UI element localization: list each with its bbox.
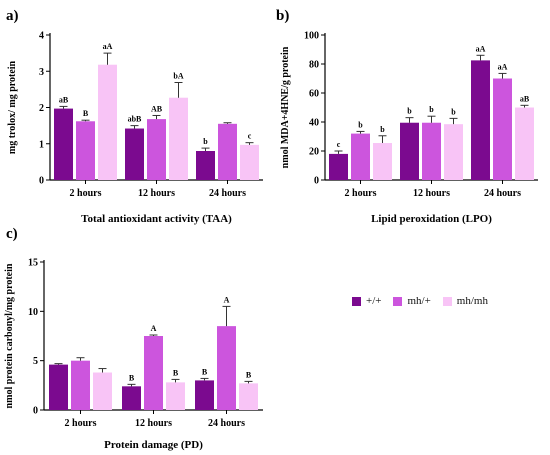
bar: [422, 122, 441, 180]
bar: [329, 153, 348, 180]
bar: [76, 121, 95, 180]
significance-label: A: [151, 324, 157, 333]
bar: [54, 108, 73, 180]
y-tick-label: 2: [39, 103, 44, 114]
y-tick-label: 0: [314, 176, 319, 187]
bar: [471, 60, 490, 180]
legend: +/+ mh/+ mh/mh: [352, 295, 488, 307]
x-tick-label: 2 hours: [345, 188, 377, 199]
significance-label: B: [129, 373, 135, 382]
bar: [147, 119, 166, 180]
bar: [217, 326, 236, 410]
y-tick-label: 10: [28, 307, 38, 318]
significance-label: bA: [173, 71, 183, 80]
significance-label: c: [248, 132, 252, 141]
bar: [351, 133, 370, 180]
panel-letter: c): [6, 226, 18, 242]
significance-label: b: [429, 105, 434, 114]
legend-swatch-wt: [352, 296, 361, 306]
significance-label: b: [451, 107, 456, 116]
legend-item-hom: mh/mh: [442, 295, 488, 307]
bar: [195, 380, 214, 410]
legend-swatch-het: [393, 296, 403, 306]
bar: [240, 144, 259, 180]
significance-label: AB: [151, 104, 163, 113]
x-tick-label: 12 hours: [413, 188, 450, 199]
y-tick-label: 1: [39, 139, 44, 150]
y-tick-label: 60: [309, 89, 319, 100]
bar: [144, 336, 163, 410]
legend-item-wt: +/+: [352, 295, 381, 307]
y-tick-label: 15: [28, 258, 38, 269]
bar: [444, 124, 463, 180]
bar: [493, 78, 512, 180]
x-tick-label: 12 hours: [138, 188, 175, 199]
significance-label: b: [203, 137, 208, 146]
significance-label: B: [202, 367, 208, 376]
significance-label: aB: [520, 94, 530, 103]
significance-label: b: [358, 120, 363, 129]
x-axis-label: Total antioxidant activity (TAA): [81, 213, 232, 225]
bar: [125, 128, 144, 180]
y-tick-label: 80: [309, 60, 319, 71]
significance-label: A: [224, 295, 230, 304]
x-tick-label: 24 hours: [209, 188, 246, 199]
y-tick-label: 4: [39, 31, 44, 42]
y-axis-label: nmol MDA+4HNE/g protein: [280, 46, 291, 168]
y-tick-label: 40: [309, 118, 319, 129]
bar: [239, 383, 258, 410]
bar: [515, 107, 534, 180]
x-axis-label: Protein damage (PD): [104, 439, 203, 451]
significance-label: abB: [128, 115, 142, 124]
panel-letter: b): [276, 8, 289, 24]
y-tick-label: 5: [33, 356, 38, 367]
bar: [166, 382, 185, 410]
bar: [122, 386, 141, 410]
significance-label: B: [173, 368, 179, 377]
y-axis-label: nmol protein carbonyl/mg protein: [4, 263, 15, 408]
legend-item-het: mh/+: [393, 295, 431, 307]
panel-letter: a): [6, 8, 19, 24]
significance-label: aB: [59, 95, 69, 104]
bar: [169, 97, 188, 180]
x-tick-label: 2 hours: [70, 188, 102, 199]
bar: [49, 364, 68, 410]
bar: [196, 151, 215, 180]
bar: [71, 360, 90, 410]
x-tick-label: 24 hours: [208, 418, 245, 429]
x-tick-label: 12 hours: [135, 418, 172, 429]
y-tick-label: 3: [39, 67, 44, 78]
y-axis-label: mg trolox/ mg protein: [7, 60, 18, 154]
significance-label: c: [337, 140, 341, 149]
y-tick-label: 20: [309, 147, 319, 158]
legend-label-hom: mh/mh: [456, 295, 488, 307]
x-tick-label: 24 hours: [484, 188, 521, 199]
legend-swatch-hom: [442, 296, 452, 306]
bar: [93, 372, 112, 410]
significance-label: aA: [476, 44, 486, 53]
significance-label: B: [246, 370, 252, 379]
significance-label: b: [380, 125, 385, 134]
x-tick-label: 2 hours: [65, 418, 97, 429]
bar: [400, 122, 419, 180]
significance-label: aA: [103, 42, 113, 51]
significance-label: aA: [498, 62, 508, 71]
bar: [218, 123, 237, 180]
bar: [373, 143, 392, 180]
legend-label-het: mh/+: [407, 295, 431, 307]
y-tick-label: 100: [304, 31, 319, 42]
bar: [98, 64, 117, 180]
y-tick-label: 0: [33, 406, 38, 417]
x-axis-label: Lipid peroxidation (LPO): [371, 213, 492, 225]
significance-label: b: [407, 107, 412, 116]
significance-label: B: [83, 109, 89, 118]
y-tick-label: 0: [39, 176, 44, 187]
legend-label-wt: +/+: [366, 295, 382, 307]
